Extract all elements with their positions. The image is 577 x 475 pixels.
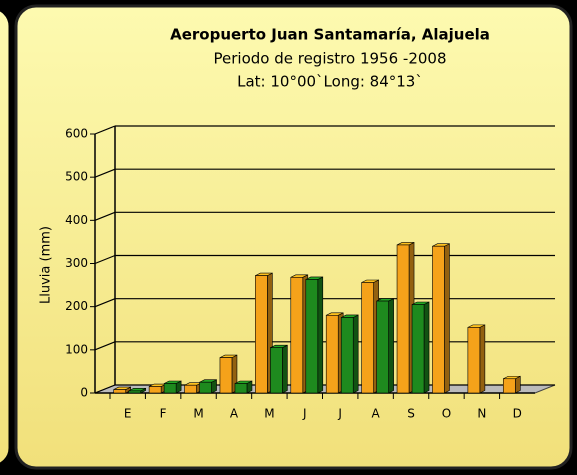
bar <box>234 383 248 394</box>
chart-location: Lat: 10°00`Long: 84°13` <box>237 73 423 91</box>
bar <box>113 389 127 394</box>
bar-side <box>479 324 486 394</box>
bar <box>411 304 425 394</box>
x-tick-label: E <box>124 407 132 421</box>
x-tick-label: N <box>477 407 486 421</box>
grid-line-side <box>94 254 116 265</box>
x-tick-label: J <box>302 407 307 421</box>
y-axis-label: Lluvia (mm) <box>39 226 54 304</box>
bar <box>467 327 481 394</box>
x-tick-label: J <box>337 407 342 421</box>
grid-line-side <box>94 341 116 351</box>
bar <box>184 384 197 394</box>
bar-side <box>317 276 324 394</box>
bar-side <box>352 314 359 394</box>
chart-subtitle: Periodo de registro 1956 -2008 <box>214 50 447 68</box>
chart-title: Aeropuerto Juan Santamaría, Alajuela <box>170 26 490 44</box>
bar <box>255 275 268 394</box>
bar-side <box>423 301 430 394</box>
bar <box>199 381 212 394</box>
bar <box>432 245 445 394</box>
y-tick-label: 300 <box>65 256 88 270</box>
x-tick-label: O <box>442 407 451 421</box>
bar <box>219 357 233 394</box>
grid-line-side <box>94 298 116 308</box>
x-tick-label: M <box>193 407 203 421</box>
bar-side <box>444 243 450 394</box>
bar <box>376 300 389 394</box>
x-tick-label: S <box>407 407 415 421</box>
y-tick-label: 0 <box>80 386 88 400</box>
x-tick-label: A <box>372 407 381 421</box>
grid-line-side <box>94 168 116 178</box>
bar <box>270 347 283 394</box>
y-tick-label: 500 <box>65 170 88 184</box>
bar <box>163 383 177 394</box>
bar <box>305 279 319 394</box>
bar <box>128 390 142 394</box>
x-tick-label: A <box>230 407 239 421</box>
bar-side <box>282 344 288 394</box>
y-tick-label: 600 <box>65 127 88 141</box>
grid-line-side <box>94 125 116 135</box>
grid-line-side <box>94 211 116 221</box>
y-tick-label: 100 <box>65 342 88 356</box>
bar <box>325 314 339 394</box>
bar <box>148 386 162 394</box>
bar <box>361 282 374 394</box>
x-tick-label: F <box>160 407 167 421</box>
bar <box>340 317 354 394</box>
y-tick-label: 400 <box>65 213 88 227</box>
x-tick-label: D <box>513 407 522 421</box>
y-tick-label: 200 <box>65 299 88 313</box>
bar <box>502 378 516 394</box>
bar-side <box>388 298 394 394</box>
bar <box>396 244 410 394</box>
bar <box>290 277 304 394</box>
x-tick-label: M <box>264 407 274 421</box>
grid-line-side <box>94 384 116 394</box>
bar-side <box>514 375 521 394</box>
side-panel <box>0 8 12 466</box>
